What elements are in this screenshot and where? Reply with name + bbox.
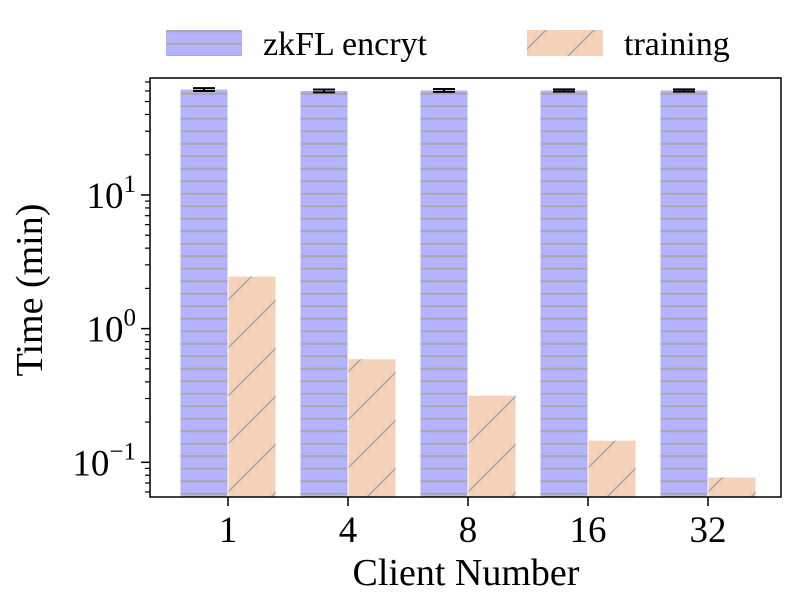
bar-training-32 xyxy=(708,477,756,497)
legend-swatch-training xyxy=(527,30,603,56)
x-tick-label: 1 xyxy=(219,510,238,551)
bar-zkfl-encryt-32 xyxy=(660,90,708,497)
x-tick-label: 4 xyxy=(339,510,358,551)
bar-zkfl-encryt-4 xyxy=(300,90,348,497)
error-bar-zkfl-encryt-8 xyxy=(433,88,455,93)
bar-zkfl-encryt-1 xyxy=(180,89,228,498)
legend-label-zkfl-encryt: zkFL encryt xyxy=(263,26,428,63)
bar-training-8 xyxy=(468,395,516,497)
bar-training-1 xyxy=(228,276,276,497)
y-axis-ticks: 10−1 100 101 xyxy=(72,81,150,493)
legend-swatch-zkfl-encryt xyxy=(166,30,242,56)
bars-group xyxy=(180,89,756,498)
error-bars-group xyxy=(193,87,695,94)
x-tick-label: 8 xyxy=(459,510,478,551)
legend-label-training: training xyxy=(624,26,730,63)
bar-training-16 xyxy=(588,440,636,497)
x-axis-label: Client Number xyxy=(353,552,580,594)
legend: zkFL encryt training xyxy=(166,26,730,63)
y-tick-label: 10−1 xyxy=(72,438,136,484)
plot-frame xyxy=(149,77,782,498)
y-tick-label: 100 xyxy=(87,305,137,351)
y-tick-label: 101 xyxy=(87,171,137,217)
y-axis-label: Time (min) xyxy=(9,204,51,377)
x-axis-ticks: 1 4 8 16 32 xyxy=(219,497,727,551)
x-tick-label: 32 xyxy=(690,510,727,551)
bar-zkfl-encryt-16 xyxy=(540,90,588,497)
error-bar-zkfl-encryt-32 xyxy=(673,88,695,93)
x-tick-label: 16 xyxy=(570,510,607,551)
error-bar-zkfl-encryt-4 xyxy=(313,88,335,94)
bar-zkfl-encryt-8 xyxy=(420,90,468,497)
error-bar-zkfl-encryt-1 xyxy=(193,87,215,92)
bar-training-4 xyxy=(348,359,396,497)
error-bar-zkfl-encryt-16 xyxy=(553,88,575,93)
